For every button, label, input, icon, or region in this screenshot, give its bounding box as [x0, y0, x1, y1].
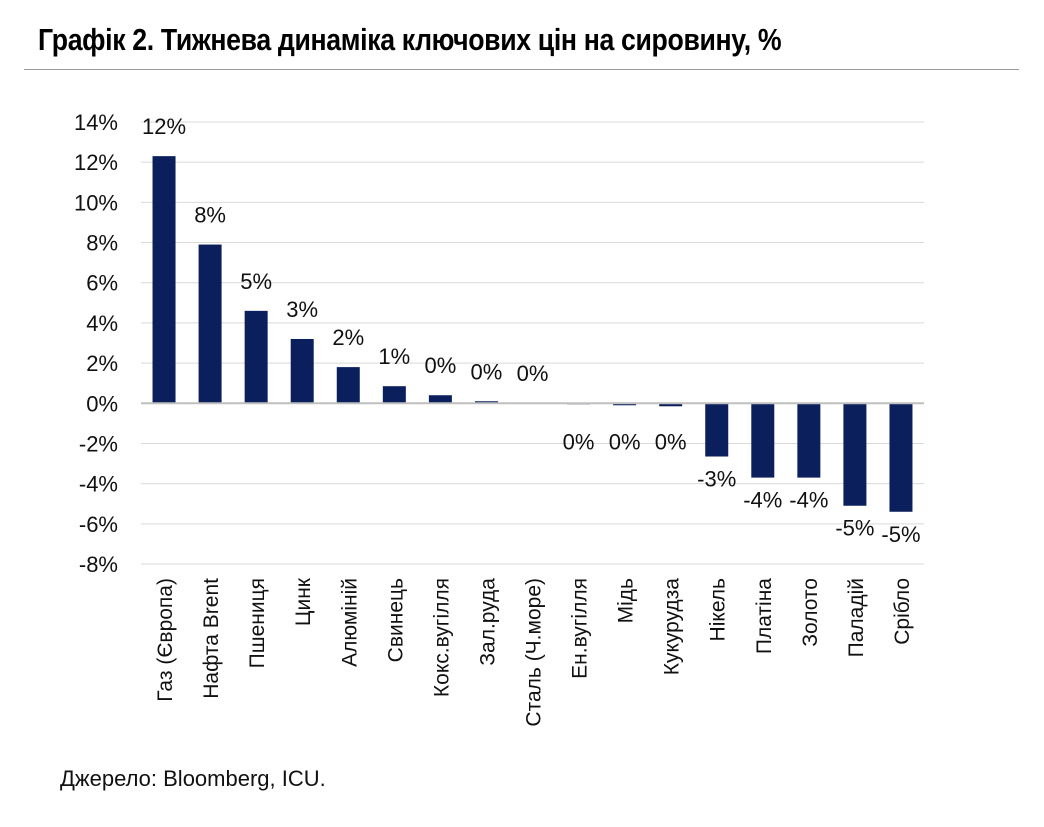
y-axis-tick-labels: 14% 12% 10% 8% 6% 4% 2% 0% -2% -4% -6% -8% — [74, 110, 118, 577]
y-tick-label: 2% — [86, 351, 118, 376]
data-label: 0% — [609, 429, 641, 454]
x-tick-label: Золото — [799, 578, 822, 647]
bar — [659, 403, 683, 407]
y-tick-label: -8% — [79, 552, 118, 577]
bar — [797, 403, 821, 478]
x-tick-label: Нафта Brent — [200, 578, 223, 699]
x-axis-tick-labels: Газ (Європа) Нафта Brent Пшениця Цинк Алюмін… — [154, 577, 914, 726]
source-note: Джерело: Bloomberg, ICU. — [60, 766, 326, 791]
x-tick-label: Мідь — [615, 578, 638, 623]
y-tick-label: 12% — [74, 150, 118, 175]
bar — [152, 156, 176, 404]
x-tick-label: Сталь (Ч.море) — [523, 578, 546, 727]
y-tick-label: -4% — [79, 472, 118, 497]
bar — [290, 338, 314, 404]
y-tick-label: 4% — [86, 311, 118, 336]
data-label: 0% — [471, 359, 503, 384]
data-label: 5% — [240, 269, 272, 294]
data-label: 3% — [286, 297, 318, 322]
bar — [705, 403, 729, 457]
data-label: -4% — [789, 488, 828, 513]
data-label: 8% — [194, 203, 226, 228]
x-tick-label: Алюміній — [338, 578, 361, 667]
x-tick-label: Зал.руда — [476, 578, 499, 666]
data-labels: 12% 8% 5% 3% 2% 1% 0% 0% 0% 0% 0% 0% -3% -4% -4% -5% -5% — [142, 114, 921, 547]
data-label: 0% — [655, 429, 687, 454]
bar — [336, 367, 360, 404]
data-label: 12% — [142, 114, 186, 139]
data-label: -3% — [697, 467, 736, 492]
data-label: 2% — [332, 325, 364, 350]
bar — [428, 395, 452, 404]
chart-title: Графік 2. Тижнева динаміка ключових цін … — [38, 22, 782, 57]
data-label: 0% — [424, 353, 456, 378]
x-tick-label: Паладій — [845, 578, 868, 657]
data-label: 0% — [517, 361, 549, 386]
bar — [843, 403, 867, 506]
y-tick-label: 8% — [86, 231, 118, 256]
y-tick-label: 14% — [74, 110, 118, 135]
y-tick-label: -6% — [79, 512, 118, 537]
bar — [198, 244, 222, 404]
gridlines — [141, 121, 924, 565]
bar — [382, 386, 406, 404]
x-tick-label: Цинк — [292, 577, 315, 626]
x-tick-label: Газ (Європа) — [154, 578, 177, 702]
bar — [244, 310, 268, 404]
bar — [474, 401, 498, 404]
x-tick-label: Ен.вугілля — [569, 578, 592, 679]
data-label: 1% — [378, 344, 410, 369]
x-tick-label: Кукурудза — [661, 578, 684, 676]
title-divider — [24, 69, 1019, 70]
bar — [613, 403, 637, 406]
x-tick-label: Срібло — [891, 578, 914, 645]
data-label: -5% — [835, 516, 874, 541]
x-tick-label: Нікель — [707, 578, 730, 641]
x-tick-label: Свинець — [384, 578, 407, 662]
x-tick-label: Пшениця — [246, 578, 269, 668]
y-tick-label: 6% — [86, 271, 118, 296]
x-tick-label: Кокс.вугілля — [430, 578, 453, 697]
y-tick-label: 0% — [86, 391, 118, 416]
data-label: -5% — [881, 522, 920, 547]
data-label: 0% — [563, 429, 595, 454]
x-tick-label: Платіна — [753, 578, 776, 654]
bar — [751, 403, 775, 478]
data-label: -4% — [743, 488, 782, 513]
y-tick-label: -2% — [79, 431, 118, 456]
bars — [152, 156, 913, 512]
bar — [889, 403, 913, 512]
y-tick-label: 10% — [74, 190, 118, 215]
